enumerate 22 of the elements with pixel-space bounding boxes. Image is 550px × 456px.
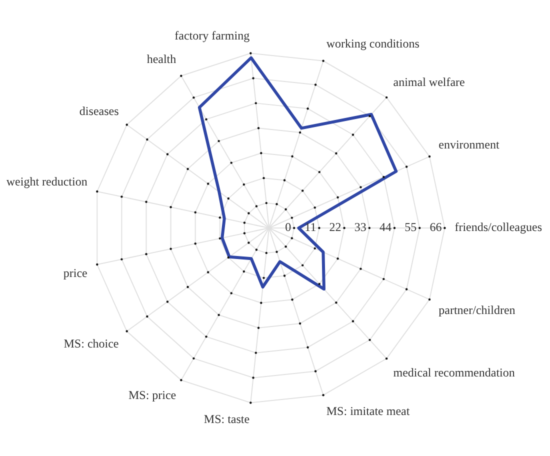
y-tick-label: 33 (354, 220, 366, 234)
y-tick-label: 22 (329, 220, 342, 234)
spoke-label: working conditions (326, 36, 420, 50)
spoke-label: factory farming (174, 28, 250, 42)
spoke-label: MS: choice (64, 336, 119, 351)
spoke-label: diseases (79, 104, 120, 118)
spoke-label: environment (438, 137, 500, 152)
spoke-label: weight reduction (6, 174, 88, 188)
y-tick-label: 0 (285, 220, 292, 234)
spoke-label: MS: imitate meat (326, 404, 410, 418)
y-tick-label: 66 (430, 220, 442, 234)
spoke-label: price (63, 266, 88, 280)
y-tick-label: 55 (404, 220, 417, 234)
spoke-label: health (146, 52, 176, 66)
spoke-label: MS: price (128, 388, 176, 402)
spoke-label: MS: taste (204, 412, 250, 426)
spoke-label: medical recommendation (393, 365, 515, 380)
y-tick-label: 44 (380, 220, 392, 234)
spoke-label: animal welfare (393, 74, 465, 89)
spoke-label: partner/children (438, 302, 516, 317)
y-tick-label: 11 (304, 220, 316, 234)
spoke-label: friends/colleagues (454, 220, 542, 234)
